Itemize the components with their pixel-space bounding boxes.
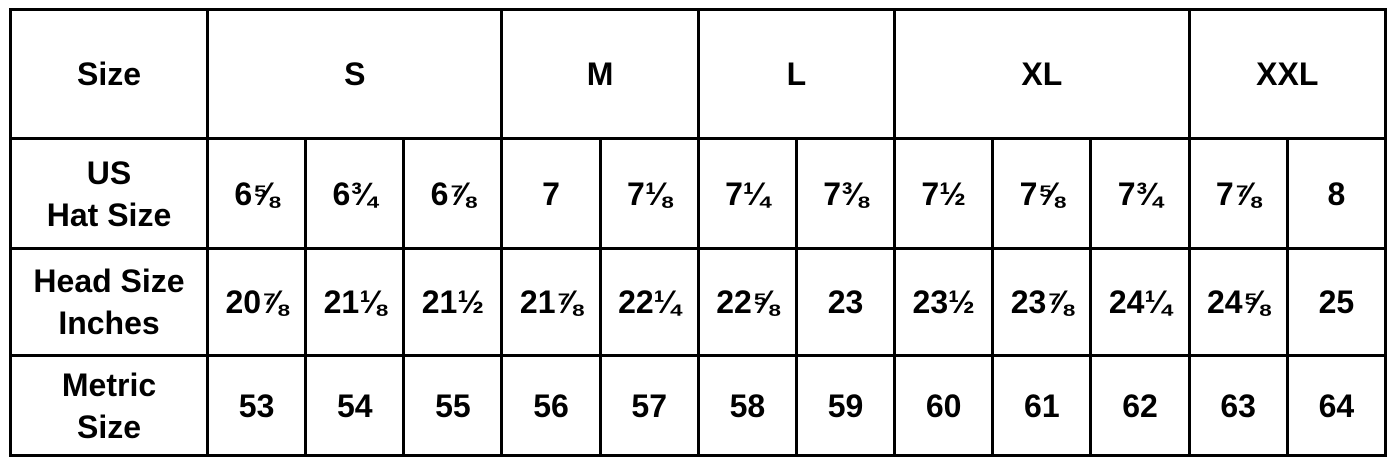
table-cell: 59 bbox=[794, 354, 897, 457]
size-header-label: Size bbox=[9, 8, 209, 140]
table-cell: 20⅞ bbox=[205, 247, 308, 357]
size-group-l: L bbox=[696, 8, 897, 140]
table-cell: 7 bbox=[500, 137, 602, 250]
table-cell: 24⅝ bbox=[1187, 247, 1289, 357]
table-cell: 7⅜ bbox=[794, 137, 897, 250]
table-cell: 7¾ bbox=[1089, 137, 1191, 250]
table-cell: 21½ bbox=[402, 247, 504, 357]
table-cell: 63 bbox=[1187, 354, 1289, 457]
table-cell: 7⅛ bbox=[598, 137, 700, 250]
table-cell: 57 bbox=[598, 354, 700, 457]
head-size-inches-row: Head Size Inches 20⅞ 21⅛ 21½ 21⅞ 22¼ 22⅝ 23 23½ 2… bbox=[9, 247, 1388, 357]
metric-size-row: Metric Size 53 54 55 56 57 58 59 60 61 62 63 64 bbox=[9, 354, 1388, 457]
table-cell: 21⅞ bbox=[500, 247, 602, 357]
table-cell: 25 bbox=[1285, 247, 1388, 357]
table-cell: 7½ bbox=[893, 137, 995, 250]
table-cell: 6⅞ bbox=[402, 137, 504, 250]
row-label: Head Size Inches bbox=[9, 247, 209, 357]
table-cell: 53 bbox=[205, 354, 308, 457]
table-cell: 8 bbox=[1285, 137, 1388, 250]
table-cell: 6¾ bbox=[304, 137, 406, 250]
us-hat-size-row: US Hat Size 6⅝ 6¾ 6⅞ 7 7⅛ 7¼ 7⅜ 7½ 7⅝ 7¾ 7⅞ 8 bbox=[9, 137, 1388, 250]
table-cell: 6⅝ bbox=[205, 137, 308, 250]
size-group-xl: XL bbox=[893, 8, 1191, 140]
table-cell: 7⅞ bbox=[1187, 137, 1289, 250]
hat-size-chart: Size S M L XL XXL US Hat Size 6⅝ 6¾ 6⅞ 7 7⅛ 7¼ 7⅜ 7½… bbox=[9, 8, 1388, 457]
table-cell: 23⅞ bbox=[991, 247, 1093, 357]
table-cell: 22¼ bbox=[598, 247, 700, 357]
table-cell: 55 bbox=[402, 354, 504, 457]
size-group-m: M bbox=[500, 8, 700, 140]
size-header-row: Size S M L XL XXL bbox=[9, 8, 1388, 140]
table-cell: 56 bbox=[500, 354, 602, 457]
table-cell: 58 bbox=[696, 354, 798, 457]
table-cell: 54 bbox=[304, 354, 406, 457]
table-cell: 64 bbox=[1285, 354, 1388, 457]
table-cell: 21⅛ bbox=[304, 247, 406, 357]
row-label: Metric Size bbox=[9, 354, 209, 457]
table-cell: 7¼ bbox=[696, 137, 798, 250]
table-cell: 60 bbox=[893, 354, 995, 457]
table-cell: 23 bbox=[794, 247, 897, 357]
row-label: US Hat Size bbox=[9, 137, 209, 250]
table-cell: 23½ bbox=[893, 247, 995, 357]
size-group-s: S bbox=[205, 8, 504, 140]
table-cell: 62 bbox=[1089, 354, 1191, 457]
table-cell: 24¼ bbox=[1089, 247, 1191, 357]
table-cell: 22⅝ bbox=[696, 247, 798, 357]
table-cell: 61 bbox=[991, 354, 1093, 457]
size-group-xxl: XXL bbox=[1187, 8, 1388, 140]
table-cell: 7⅝ bbox=[991, 137, 1093, 250]
